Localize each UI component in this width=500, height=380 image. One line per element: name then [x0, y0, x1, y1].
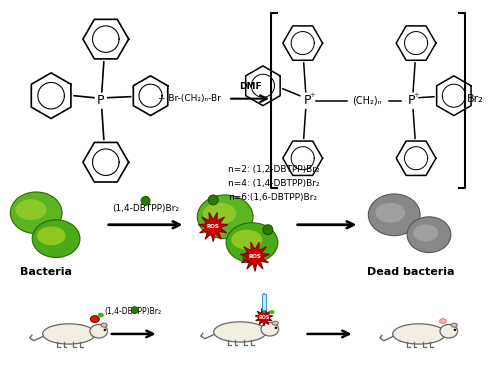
Ellipse shape [98, 313, 104, 317]
Circle shape [263, 225, 273, 235]
Polygon shape [255, 309, 273, 326]
Ellipse shape [37, 226, 66, 245]
Circle shape [457, 332, 458, 333]
Text: (1,4-DBTPP)Br₂: (1,4-DBTPP)Br₂ [112, 204, 179, 213]
Ellipse shape [407, 217, 451, 253]
Ellipse shape [376, 203, 405, 223]
Text: n=2: (1,2-DBTPP)Br₂
n=4: (1,4-DBTPP)Br₂
n=6:(1,6-DBTPP)Br₂: n=2: (1,2-DBTPP)Br₂ n=4: (1,4-DBTPP)Br₂ … [228, 165, 320, 202]
Ellipse shape [413, 225, 438, 241]
Circle shape [278, 330, 280, 331]
Text: +: + [413, 92, 419, 98]
Text: + Br-(CH₂)ₙ-Br: + Br-(CH₂)ₙ-Br [158, 94, 220, 103]
Text: ROS: ROS [258, 315, 270, 320]
Ellipse shape [32, 220, 80, 258]
Circle shape [274, 327, 277, 329]
Ellipse shape [440, 319, 446, 323]
Ellipse shape [440, 325, 458, 338]
Polygon shape [262, 294, 266, 310]
Text: Dead bacteria: Dead bacteria [368, 268, 455, 277]
Ellipse shape [269, 310, 274, 314]
Ellipse shape [272, 321, 278, 325]
Text: +: + [310, 92, 316, 98]
Circle shape [131, 307, 138, 314]
Text: (1,4-DBTPP)Br₂: (1,4-DBTPP)Br₂ [104, 307, 161, 316]
Ellipse shape [42, 324, 96, 344]
Text: P: P [408, 94, 415, 107]
Ellipse shape [101, 323, 107, 327]
Ellipse shape [90, 316, 100, 322]
Ellipse shape [10, 192, 62, 234]
Text: ROS: ROS [207, 224, 220, 229]
Circle shape [243, 253, 253, 263]
Ellipse shape [451, 323, 458, 327]
Polygon shape [198, 212, 228, 242]
Circle shape [106, 332, 108, 333]
Ellipse shape [368, 194, 420, 236]
Text: P: P [304, 94, 312, 107]
Text: ROS: ROS [248, 254, 262, 259]
Ellipse shape [203, 203, 236, 225]
Ellipse shape [90, 325, 108, 338]
Text: P: P [97, 94, 104, 107]
Text: (CH₂)ₙ: (CH₂)ₙ [352, 96, 382, 106]
Ellipse shape [226, 223, 278, 263]
Text: Bacteria: Bacteria [20, 268, 72, 277]
Ellipse shape [259, 314, 268, 321]
Ellipse shape [261, 323, 278, 336]
Circle shape [141, 196, 150, 205]
Ellipse shape [232, 230, 262, 250]
Ellipse shape [392, 324, 446, 344]
Circle shape [454, 329, 456, 331]
Circle shape [104, 329, 106, 331]
Polygon shape [240, 242, 270, 271]
Ellipse shape [198, 195, 253, 239]
Circle shape [208, 195, 218, 205]
Ellipse shape [214, 322, 266, 342]
Ellipse shape [16, 199, 46, 220]
Text: DMF: DMF [238, 82, 262, 91]
Text: Br₂: Br₂ [467, 94, 483, 104]
